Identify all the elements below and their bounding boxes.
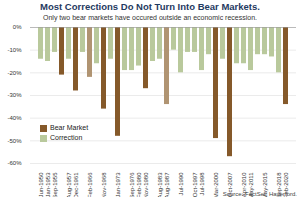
html-text:Most Corrections Do Not Turn I: Most Corrections Do Not Turn Into Bear M… (40, 1, 260, 12)
svg-text:Aug-1987: Aug-1987 (164, 172, 170, 197)
html-text:Only two bear markets have occ: Only two bear markets have occured outsi… (43, 14, 257, 21)
svg-text:Oct-1997: Oct-1997 (192, 172, 198, 197)
svg-text:Feb-1980: Feb-1980 (136, 172, 142, 197)
svg-text:-60%: -60% (7, 160, 22, 166)
html-text:Correction: Correction (50, 134, 83, 141)
html-text:Source: FactSet, Haverford.: Source: FactSet, Haverford. (222, 191, 297, 197)
svg-text:-50%: -50% (7, 138, 22, 144)
svg-text:-20%: -20% (7, 70, 22, 76)
svg-text:-10%: -10% (7, 47, 22, 53)
svg-text:-40%: -40% (7, 115, 22, 121)
svg-text:Nov-1968: Nov-1968 (101, 172, 107, 197)
svg-text:0%: 0% (13, 24, 22, 30)
svg-text:Jan-1953: Jan-1953 (45, 172, 51, 197)
svg-text:Jan-1973: Jan-1973 (115, 172, 121, 197)
svg-text:-30%: -30% (7, 92, 22, 98)
svg-text:Feb-1966: Feb-1966 (87, 172, 93, 197)
svg-text:Sep-1976: Sep-1976 (129, 172, 135, 197)
svg-text:Aug-1957: Aug-1957 (66, 172, 72, 197)
svg-text:Mar-2000: Mar-2000 (213, 172, 219, 197)
html-text:Bear Market: Bear Market (50, 124, 89, 131)
svg-text:Aug-1983: Aug-1983 (157, 172, 163, 197)
svg-text:Jul-1990: Jul-1990 (178, 172, 184, 196)
svg-text:Sep-1955: Sep-1955 (52, 172, 58, 197)
svg-text:Jul-1998: Jul-1998 (199, 172, 205, 196)
svg-text:Jun-1950: Jun-1950 (38, 172, 44, 197)
svg-text:Dec-1961: Dec-1961 (73, 172, 79, 197)
svg-text:Nov-1980: Nov-1980 (143, 172, 149, 197)
